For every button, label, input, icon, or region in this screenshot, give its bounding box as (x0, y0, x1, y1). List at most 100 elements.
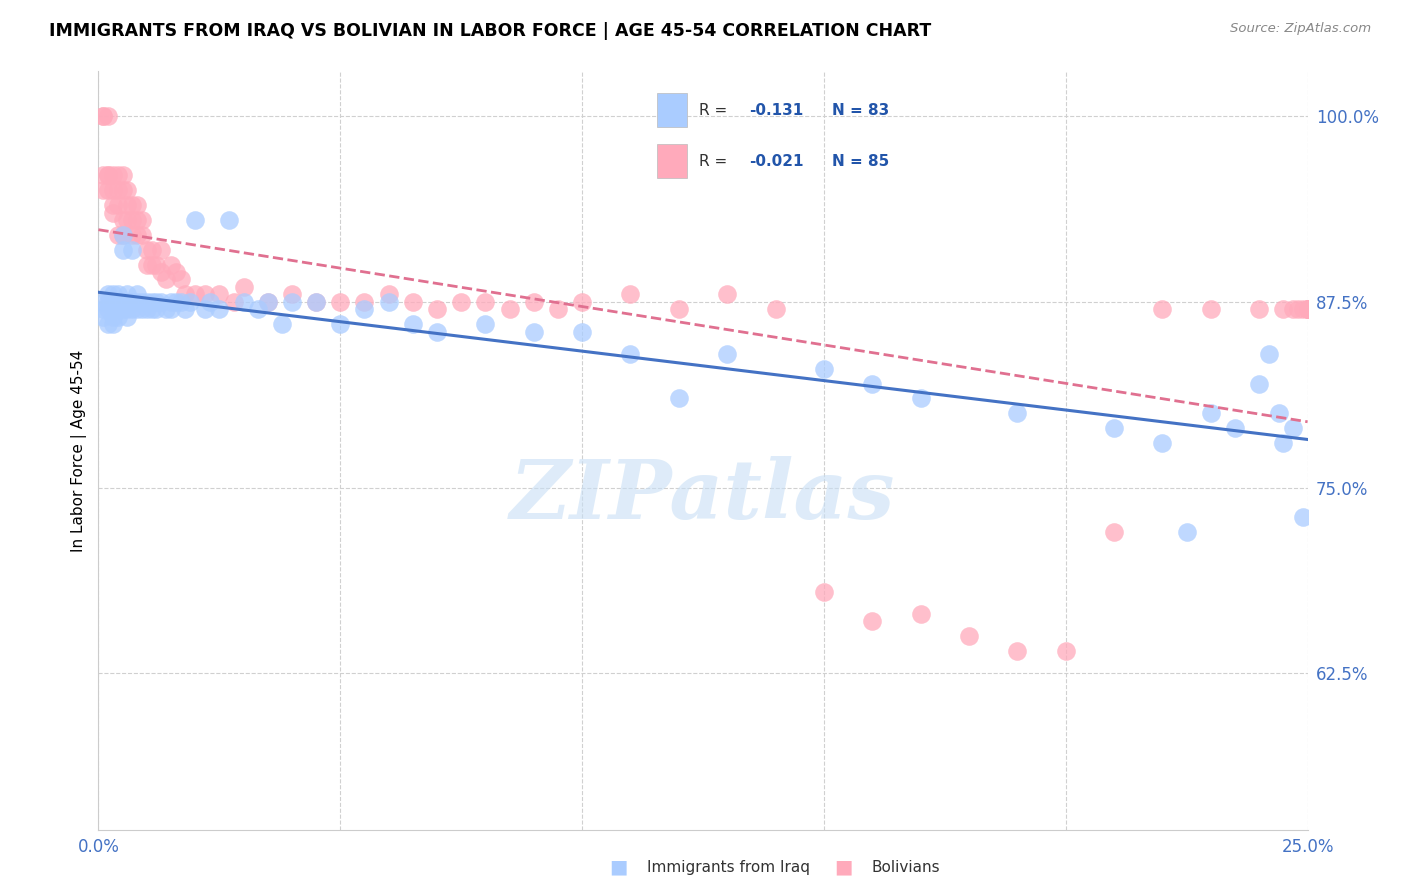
Point (1152, 436, 1174, 450)
Point (1286, 302, 1309, 317)
Point (1296, 302, 1319, 317)
Text: Bolivians: Bolivians (872, 860, 941, 874)
Point (145, 302, 167, 317)
Point (111, 294, 134, 309)
Point (194, 287, 217, 301)
Point (184, 287, 207, 301)
Point (91, 294, 114, 309)
Point (150, 243, 173, 257)
Point (860, 615, 883, 629)
Point (305, 294, 328, 309)
Point (107, 169, 129, 183)
Point (117, 183, 139, 197)
Point (117, 294, 139, 309)
Text: ■: ■ (834, 857, 853, 877)
Point (1102, 421, 1125, 435)
Point (121, 227, 143, 242)
Point (111, 169, 134, 183)
Point (174, 287, 197, 301)
Point (111, 183, 134, 197)
Point (232, 294, 254, 309)
Point (668, 392, 690, 406)
Point (141, 302, 163, 317)
Point (329, 317, 352, 331)
Point (101, 294, 124, 309)
Point (1007, 644, 1029, 658)
Point (860, 376, 883, 391)
Y-axis label: In Labor Force | Age 45-54: In Labor Force | Age 45-54 (72, 350, 87, 551)
Text: Source: ZipAtlas.com: Source: ZipAtlas.com (1230, 22, 1371, 36)
Point (426, 302, 449, 317)
Point (101, 302, 124, 317)
Point (571, 325, 593, 339)
Point (117, 198, 139, 212)
Point (957, 629, 980, 643)
Point (107, 227, 129, 242)
Point (135, 294, 157, 309)
Point (1296, 302, 1319, 317)
Point (121, 243, 143, 257)
Point (91, 310, 114, 324)
Point (111, 227, 134, 242)
Point (271, 317, 294, 331)
Point (155, 272, 177, 286)
Point (165, 265, 187, 279)
Point (813, 584, 835, 599)
Point (329, 294, 352, 309)
Point (232, 280, 254, 294)
Point (101, 198, 124, 212)
Point (91, 109, 114, 123)
Point (150, 294, 173, 309)
Point (619, 347, 641, 361)
Point (155, 302, 177, 317)
Point (716, 287, 738, 301)
Point (222, 294, 245, 309)
Point (121, 294, 143, 309)
Point (107, 302, 129, 317)
Point (523, 294, 546, 309)
Point (97, 302, 120, 317)
Point (1199, 406, 1222, 420)
Point (169, 294, 191, 309)
Point (1007, 406, 1029, 420)
Point (97, 169, 120, 183)
Point (1296, 302, 1319, 317)
Point (1282, 421, 1305, 435)
Point (107, 183, 129, 197)
Point (1267, 406, 1289, 420)
Point (91, 183, 114, 197)
Point (131, 213, 153, 227)
Point (107, 287, 129, 301)
Point (377, 294, 399, 309)
Point (179, 294, 201, 309)
Point (218, 213, 240, 227)
Point (1296, 302, 1319, 317)
Point (1272, 436, 1295, 450)
Point (127, 294, 149, 309)
Point (668, 302, 690, 317)
Point (1223, 421, 1246, 435)
Point (174, 302, 197, 317)
Point (353, 302, 375, 317)
Point (353, 294, 375, 309)
Point (160, 258, 183, 272)
Point (1292, 510, 1315, 524)
Point (121, 213, 143, 227)
Point (97, 294, 120, 309)
Point (127, 302, 149, 317)
Text: ■: ■ (609, 857, 628, 877)
Point (97, 317, 120, 331)
Point (135, 243, 157, 257)
Point (1102, 525, 1125, 540)
Point (184, 213, 207, 227)
Point (160, 294, 183, 309)
Point (101, 169, 124, 183)
Point (716, 347, 738, 361)
Point (402, 294, 425, 309)
Point (813, 361, 835, 376)
Point (426, 325, 449, 339)
Point (474, 317, 496, 331)
Point (523, 325, 546, 339)
Point (91, 109, 114, 123)
Point (256, 294, 278, 309)
